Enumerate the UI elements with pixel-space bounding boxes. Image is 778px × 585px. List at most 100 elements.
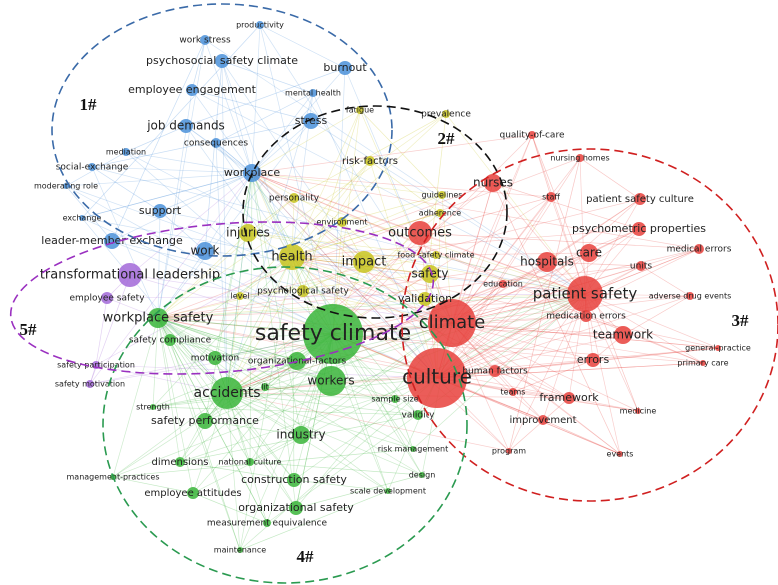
node-label: motivation [191,354,239,364]
edge [112,317,159,478]
edge [169,339,332,382]
node-label: general-practice [685,344,751,353]
edge [251,172,700,250]
edge [251,120,312,174]
node-label: risk management [378,445,448,454]
edge [152,256,293,408]
edge [451,265,642,324]
edge [169,339,241,551]
node [261,383,269,391]
edge [179,377,438,463]
edge [293,197,586,295]
node-label: validation [398,292,452,305]
node-label: environment [317,218,368,227]
edge [185,67,346,127]
node [122,148,130,156]
edge [419,196,552,234]
edge [221,60,228,394]
edge [302,290,453,324]
cluster-ring [51,3,393,257]
node-label: organizational safety [238,501,354,514]
node [289,501,303,515]
node [580,310,592,322]
edge [192,392,228,494]
edge [579,157,641,200]
node-label: risk-factors [342,156,398,167]
edge [291,212,441,258]
edge [192,333,334,494]
node-label: safety participation [57,361,135,370]
node-label: adherence [419,209,461,218]
edge [436,198,641,379]
edge [191,39,206,91]
node [436,209,444,217]
node-label: primary care [677,359,728,368]
node [211,138,221,148]
edge [226,172,253,394]
node [263,519,271,527]
node [567,276,603,312]
edge [251,109,361,174]
edge [157,317,423,476]
edge [585,315,704,364]
node-label: program [492,447,526,456]
node [636,261,646,271]
node [118,263,142,287]
edge [508,397,570,452]
edge [622,295,691,336]
edge [512,293,586,393]
cluster-label: 3# [732,311,750,330]
edge [157,317,624,336]
edge [451,252,590,324]
node-label: sample size [371,395,418,404]
edge [111,39,206,242]
cluster-ring [102,266,468,584]
node [292,426,310,444]
edge [226,295,241,394]
edge [451,182,494,324]
edge [542,419,621,455]
node-label: climate [419,312,486,333]
edge [129,274,453,324]
node-label: framework [539,391,599,404]
node-label: level [230,292,249,301]
edge [159,172,253,212]
cluster-ring [401,148,778,502]
node [546,192,556,202]
edge [226,392,241,551]
edge [451,322,621,455]
edge [226,182,494,394]
node-label: transformational leadership [40,268,220,283]
edge [451,322,704,364]
node-label: nurses [473,176,513,190]
edge [157,254,437,319]
edge [259,24,346,69]
edge [204,250,586,295]
edge [291,256,426,300]
node [538,415,548,425]
node-label: guidelines [422,191,463,200]
node [79,215,85,221]
node [617,451,623,457]
edge [436,334,624,379]
edge [588,228,640,254]
edge [106,293,586,299]
edge [215,142,293,258]
edge [157,261,548,319]
node [239,224,257,242]
edge [451,157,581,324]
edge [436,228,640,379]
edge [129,172,253,276]
node [421,265,439,283]
edge [251,172,302,436]
cluster-label: 4# [297,547,315,566]
edge [157,210,161,319]
edge [436,377,621,455]
node [287,473,301,487]
edge [179,333,334,463]
node [303,304,363,364]
edge [369,160,438,379]
edge [65,172,253,187]
edge [436,295,691,379]
node-label: burnout [323,61,367,74]
